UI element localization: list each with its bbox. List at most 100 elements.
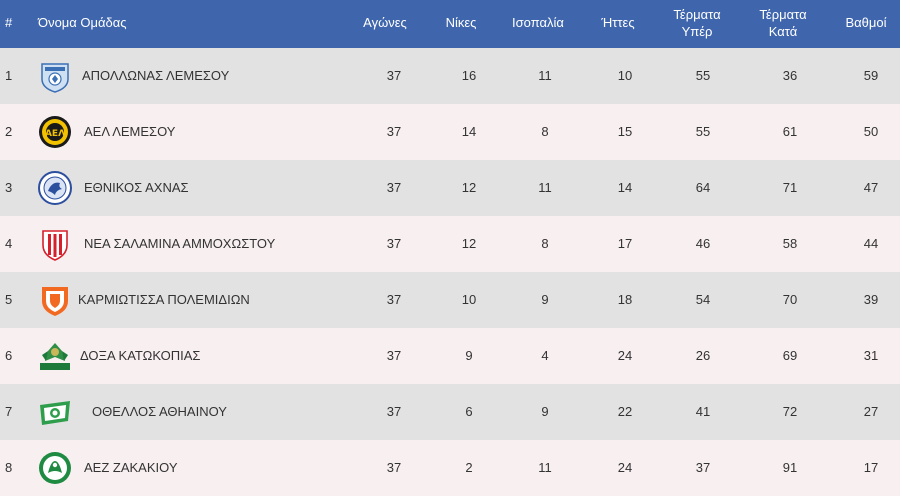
- karmiotissa-crest-icon: [38, 283, 72, 317]
- goals-for-cell: 55: [695, 68, 711, 83]
- wins-cell: 9: [465, 348, 473, 363]
- wins-cell: 6: [465, 404, 473, 419]
- team-name[interactable]: ΕΘΝΙΚΟΣ ΑΧΝΑΣ: [84, 180, 189, 195]
- doxa-crest-icon: [38, 339, 72, 373]
- losses-cell: 10: [617, 68, 633, 83]
- played-cell: 37: [386, 236, 402, 251]
- draws-cell: 11: [538, 180, 552, 195]
- played-cell: 37: [386, 124, 402, 139]
- wins-cell: 10: [461, 292, 477, 307]
- draws-cell: 11: [538, 68, 552, 83]
- header-points[interactable]: Βαθμοί: [845, 15, 887, 30]
- played-cell: 37: [386, 180, 402, 195]
- draws-cell: 9: [541, 404, 549, 419]
- team-name[interactable]: ΝΕΑ ΣΑΛΑΜΙΝΑ ΑΜΜΟΧΩΣΤΟΥ: [84, 236, 276, 251]
- rank-cell: 4: [5, 236, 13, 251]
- header-goals-against-line1: Τέρματα: [759, 7, 807, 22]
- table-header: # Όνομα Ομάδας Αγώνες Νίκες Ισοπαλία Ήττ…: [0, 0, 900, 48]
- draws-cell: 8: [541, 236, 549, 251]
- goals-against-cell: 69: [782, 348, 798, 363]
- goals-against-cell: 36: [782, 68, 798, 83]
- goals-against-cell: 58: [782, 236, 798, 251]
- team-name[interactable]: ΑΠΟΛΛΩΝΑΣ ΛΕΜΕΣΟΥ: [82, 68, 230, 83]
- points-cell: 17: [863, 460, 879, 475]
- header-goals-for-line1: Τέρματα: [673, 7, 721, 22]
- table-row[interactable]: 6 ΔΟΞΑ ΚΑΤΩΚΟΠΙΑΣ 37 9 4 24 26 69 31: [0, 328, 900, 384]
- wins-cell: 12: [461, 236, 477, 251]
- header-goals-for[interactable]: Τέρματα Υπέρ: [662, 6, 732, 40]
- rank-cell: 2: [5, 124, 13, 139]
- header-goals-against-line2: Κατά: [768, 24, 798, 39]
- team-name[interactable]: ΟΘΕΛΛΟΣ ΑΘΗΑΙΝΟΥ: [92, 404, 227, 419]
- losses-cell: 22: [617, 404, 633, 419]
- points-cell: 27: [863, 404, 879, 419]
- header-played[interactable]: Αγώνες: [363, 15, 407, 30]
- rank-cell: 5: [5, 292, 13, 307]
- othellos-crest-icon: [38, 395, 72, 429]
- wins-cell: 16: [461, 68, 477, 83]
- points-cell: 59: [863, 68, 879, 83]
- team-name[interactable]: ΔΟΞΑ ΚΑΤΩΚΟΠΙΑΣ: [80, 348, 201, 363]
- losses-cell: 14: [617, 180, 633, 195]
- header-draws[interactable]: Ισοπαλία: [512, 15, 564, 30]
- points-cell: 39: [863, 292, 879, 307]
- goals-against-cell: 72: [782, 404, 798, 419]
- table-row[interactable]: 5 ΚΑΡΜΙΩΤΙΣΣΑ ΠΟΛΕΜΙΔΙΩΝ 37 10 9 18 54 70 39: [0, 272, 900, 328]
- header-goals-against[interactable]: Τέρματα Κατά: [748, 6, 818, 40]
- played-cell: 37: [386, 460, 402, 475]
- header-rank: #: [5, 15, 13, 30]
- wins-cell: 2: [465, 460, 473, 475]
- table-row[interactable]: 7 ΟΘΕΛΛΟΣ ΑΘΗΑΙΝΟΥ 37 6 9 22 41 72 27: [0, 384, 900, 440]
- losses-cell: 17: [617, 236, 633, 251]
- draws-cell: 4: [541, 348, 549, 363]
- team-name[interactable]: ΑΕΖ ΖΑΚΑΚΙΟΥ: [84, 460, 178, 475]
- header-goals-for-line2: Υπέρ: [681, 24, 713, 39]
- draws-cell: 8: [541, 124, 549, 139]
- points-cell: 50: [863, 124, 879, 139]
- rank-cell: 6: [5, 348, 13, 363]
- goals-against-cell: 61: [782, 124, 798, 139]
- table-row[interactable]: 8 ΑΕΖ ΖΑΚΑΚΙΟΥ 37 2 11 24 37 91 17: [0, 440, 900, 496]
- played-cell: 37: [386, 68, 402, 83]
- played-cell: 37: [386, 292, 402, 307]
- header-losses[interactable]: Ήττες: [601, 15, 635, 30]
- losses-cell: 24: [617, 460, 633, 475]
- goals-against-cell: 71: [782, 180, 798, 195]
- svg-text:ΑΕΛ: ΑΕΛ: [45, 129, 65, 139]
- losses-cell: 24: [617, 348, 633, 363]
- goals-for-cell: 46: [695, 236, 711, 251]
- goals-against-cell: 91: [782, 460, 798, 475]
- table-row[interactable]: 1 ΑΠΟΛΛΩΝΑΣ ΛΕΜΕΣΟΥ 37 16 11 10 55 36 59: [0, 48, 900, 104]
- rank-cell: 3: [5, 180, 13, 195]
- rank-cell: 1: [5, 68, 13, 83]
- rank-cell: 8: [5, 460, 13, 475]
- rank-cell: 7: [5, 404, 13, 419]
- goals-against-cell: 70: [782, 292, 798, 307]
- points-cell: 47: [863, 180, 879, 195]
- table-row[interactable]: 3 ΕΘΝΙΚΟΣ ΑΧΝΑΣ 37 12 11 14 64 71 47: [0, 160, 900, 216]
- team-name[interactable]: ΑΕΛ ΛΕΜΕΣΟΥ: [84, 124, 176, 139]
- losses-cell: 18: [617, 292, 633, 307]
- goals-for-cell: 54: [695, 292, 711, 307]
- header-wins[interactable]: Νίκες: [445, 15, 477, 30]
- header-team[interactable]: Όνομα Ομάδας: [38, 15, 127, 30]
- wins-cell: 12: [461, 180, 477, 195]
- played-cell: 37: [386, 404, 402, 419]
- ethnikos-crest-icon: [38, 171, 72, 205]
- goals-for-cell: 41: [695, 404, 711, 419]
- goals-for-cell: 55: [695, 124, 711, 139]
- goals-for-cell: 64: [695, 180, 711, 195]
- aez-crest-icon: [38, 451, 72, 485]
- ael-crest-icon: ΑΕΛ: [38, 115, 72, 149]
- table-row[interactable]: 2 ΑΕΛ ΑΕΛ ΛΕΜΕΣΟΥ 37 14 8 15 55 61 50: [0, 104, 900, 160]
- wins-cell: 14: [461, 124, 477, 139]
- team-name[interactable]: ΚΑΡΜΙΩΤΙΣΣΑ ΠΟΛΕΜΙΔΙΩΝ: [78, 292, 250, 307]
- draws-cell: 11: [538, 460, 552, 475]
- goals-for-cell: 26: [695, 348, 711, 363]
- table-row[interactable]: 4 ΝΕΑ ΣΑΛΑΜΙΝΑ ΑΜΜΟΧΩΣΤΟΥ 37 12 8 17 46 58 44: [0, 216, 900, 272]
- points-cell: 44: [863, 236, 879, 251]
- nea-salamina-crest-icon: [38, 227, 72, 261]
- draws-cell: 9: [541, 292, 549, 307]
- points-cell: 31: [863, 348, 879, 363]
